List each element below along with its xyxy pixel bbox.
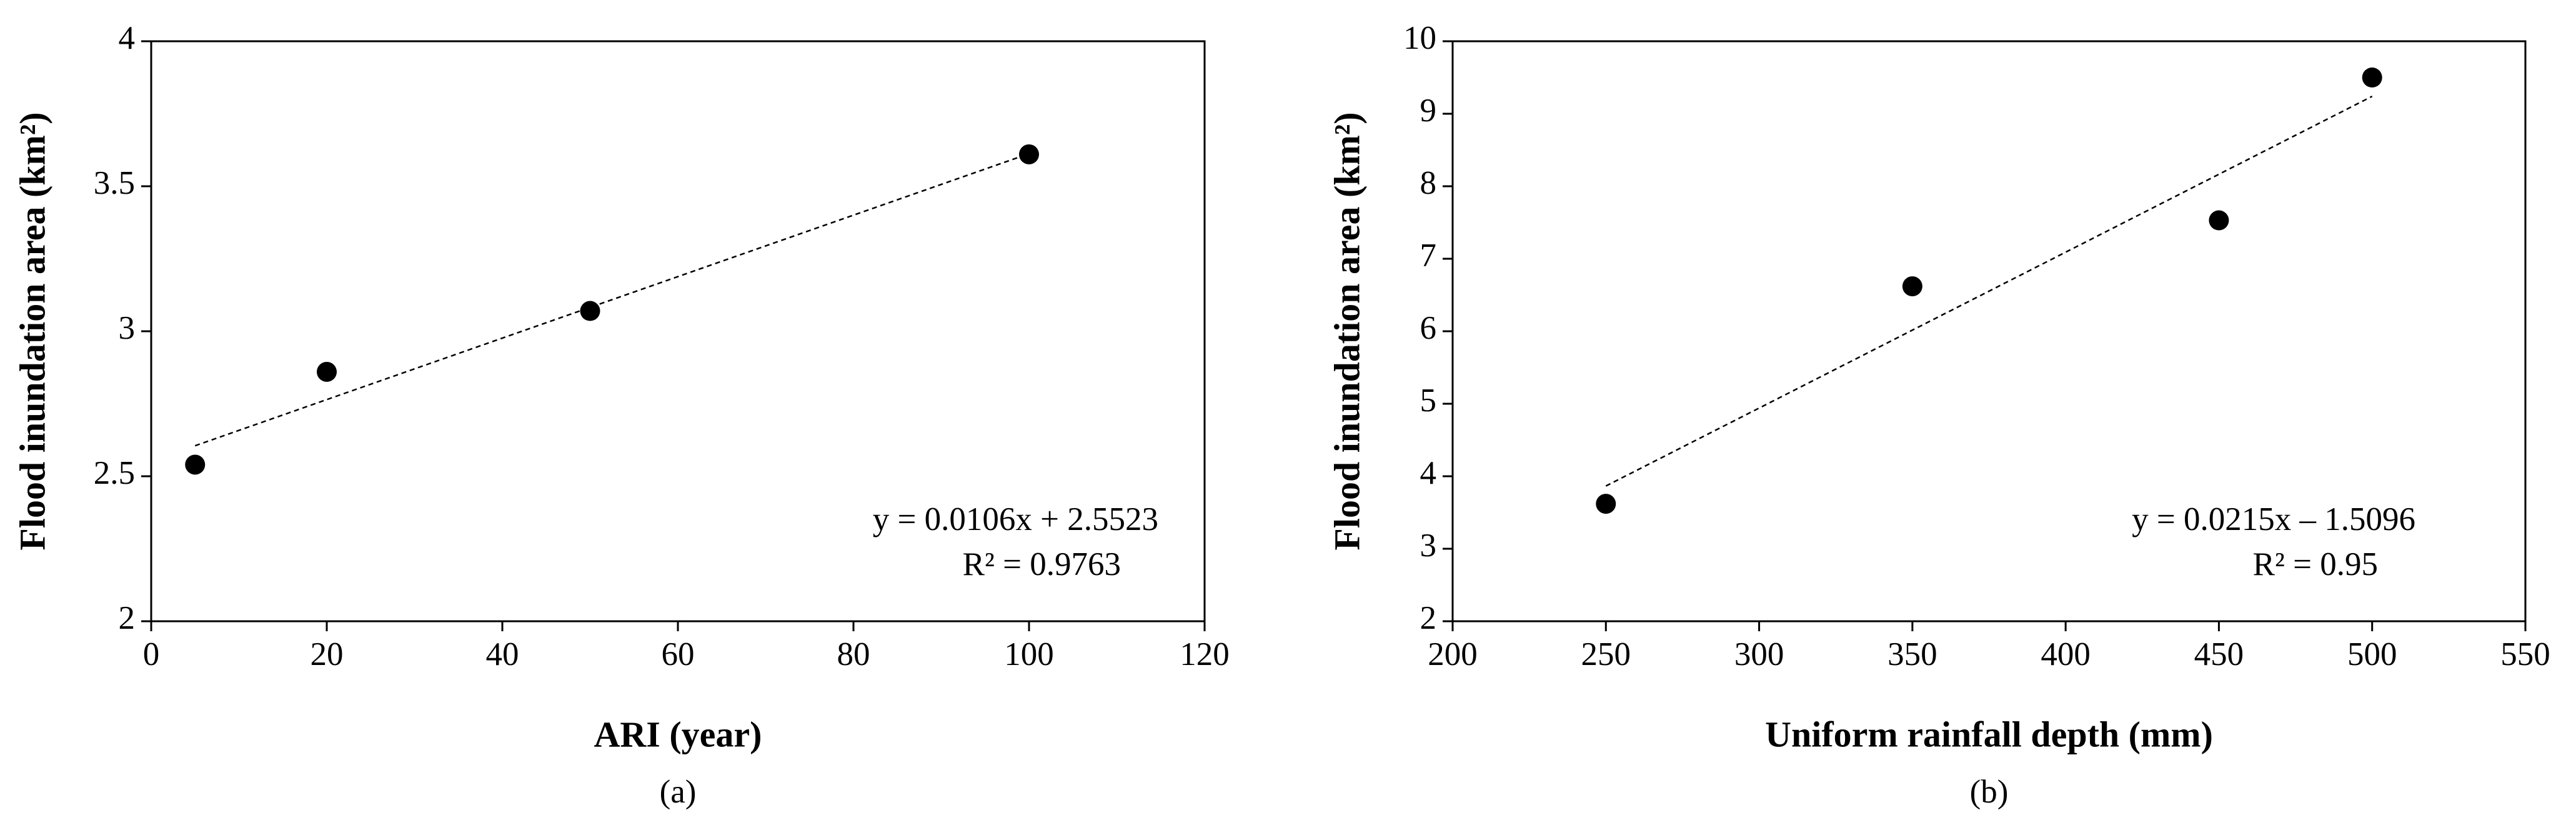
data-point <box>2209 210 2229 231</box>
trendline <box>1605 95 2373 487</box>
x-tick-label: 350 <box>1887 636 1937 672</box>
x-axis-label: ARI (year) <box>594 714 762 754</box>
x-tick-label: 20 <box>311 636 344 672</box>
data-point <box>317 361 337 382</box>
y-axis-label: Flood inundation area (km²) <box>12 112 52 550</box>
annotation: y = 0.0215x – 1.5096 <box>2132 501 2415 538</box>
annotation: y = 0.0106x + 2.5523 <box>873 501 1158 538</box>
y-tick-label: 4 <box>1420 455 1437 491</box>
annotation: R² = 0.95 <box>2253 546 2378 582</box>
x-tick-label: 450 <box>2194 636 2244 672</box>
data-point <box>580 301 600 321</box>
x-tick-label: 300 <box>1734 636 1784 672</box>
y-tick-label: 3.5 <box>94 165 135 201</box>
data-point <box>1596 494 1616 514</box>
annotation: R² = 0.9763 <box>963 546 1121 582</box>
x-axis-label: Uniform rainfall depth (mm) <box>1765 714 2213 754</box>
y-tick-label: 5 <box>1420 382 1437 419</box>
x-tick-label: 100 <box>1004 636 1054 672</box>
y-tick-label: 3 <box>119 310 136 346</box>
x-tick-label: 400 <box>2041 636 2091 672</box>
trendline <box>194 152 1030 447</box>
x-tick-label: 250 <box>1581 636 1631 672</box>
data-point <box>185 454 206 475</box>
data-point <box>1902 276 1922 297</box>
y-tick-label: 4 <box>119 20 136 56</box>
x-tick-label: 80 <box>837 636 870 672</box>
y-tick-label: 7 <box>1420 238 1437 274</box>
y-tick-label: 8 <box>1420 165 1437 201</box>
x-tick-label: 500 <box>2347 636 2397 672</box>
y-tick-label: 3 <box>1420 528 1437 564</box>
y-tick-label: 9 <box>1420 92 1437 129</box>
data-point <box>1019 144 1039 164</box>
x-tick-label: 550 <box>2500 636 2550 672</box>
x-tick-label: 200 <box>1428 636 1478 672</box>
x-tick-label: 60 <box>662 636 695 672</box>
y-tick-label: 2 <box>1420 600 1437 636</box>
x-tick-label: 40 <box>486 636 519 672</box>
y-tick-label: 10 <box>1403 20 1436 56</box>
caption: (a) <box>660 774 697 810</box>
y-tick-label: 6 <box>1420 310 1437 346</box>
data-point <box>2362 68 2382 88</box>
y-tick-label: 2 <box>119 600 136 636</box>
x-tick-label: 120 <box>1180 636 1230 672</box>
x-tick-label: 0 <box>143 636 160 672</box>
y-tick-label: 2.5 <box>94 455 135 491</box>
y-axis-label: Flood inundation area (km²) <box>1326 112 1367 550</box>
caption: (b) <box>1970 774 2009 810</box>
